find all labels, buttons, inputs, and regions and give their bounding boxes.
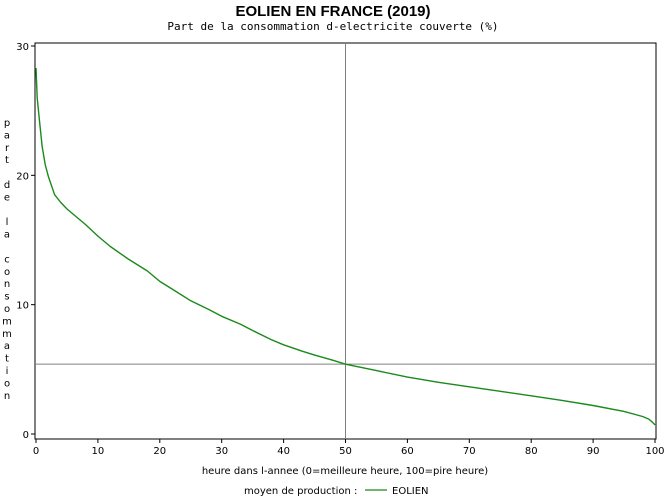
x-tick-label: 80: [525, 446, 538, 457]
y-axis-label-char: t: [5, 155, 9, 166]
y-axis-label-char: a: [4, 341, 10, 352]
y-axis-label-char: o: [4, 304, 10, 315]
y-tick-label: 20: [16, 171, 29, 182]
y-axis-label-char: a: [4, 130, 10, 141]
y-axis-label-char: r: [5, 143, 10, 154]
y-axis-label-char: d: [4, 180, 10, 191]
x-tick-label: 70: [463, 446, 476, 457]
series-layer: [35, 67, 656, 426]
legend-title: moyen de production :: [244, 486, 357, 497]
y-tick-label: 10: [16, 301, 29, 312]
x-axis-label: heure dans l-annee (0=meilleure heure, 1…: [202, 466, 488, 477]
x-tick-label: 60: [401, 446, 414, 457]
y-axis-label-char: o: [4, 267, 10, 278]
y-axis-label-char: m: [2, 316, 12, 327]
y-axis: 0 10 20 30: [16, 42, 35, 441]
x-tick-label: 90: [587, 446, 600, 457]
y-tick-label: 0: [23, 430, 29, 441]
chart-title: EOLIEN EN FRANCE (2019): [235, 3, 430, 20]
x-tick-label: 10: [92, 446, 105, 457]
y-axis-label-char: i: [6, 366, 9, 377]
x-tick-label: 20: [153, 446, 166, 457]
x-axis: 0 10 20 30 40 50 60 70 80 90 100: [33, 439, 665, 457]
y-axis-label-char: t: [5, 354, 9, 365]
y-axis-label-char: m: [2, 329, 12, 340]
x-tick-label: 0: [33, 446, 39, 457]
y-axis-label-char: o: [4, 378, 10, 389]
x-tick-label: 30: [215, 446, 228, 457]
series-line-eolien: [35, 67, 656, 426]
x-tick-label: 40: [277, 446, 290, 457]
y-axis-label-char: n: [4, 279, 10, 290]
x-tick-label: 100: [645, 446, 664, 457]
y-axis-label-char: p: [4, 118, 10, 129]
y-tick-label: 30: [16, 42, 29, 53]
legend: moyen de production : EOLIEN: [244, 486, 429, 497]
y-axis-label-char: l: [6, 217, 9, 228]
y-axis-label-char: n: [4, 391, 10, 402]
y-axis-label-char: a: [4, 230, 10, 241]
chart-subtitle: Part de la consommation d-electricite co…: [167, 20, 498, 33]
y-axis-label-char: s: [4, 292, 9, 303]
y-axis-label-char: e: [4, 192, 10, 203]
y-axis-label-char: c: [4, 254, 10, 265]
x-tick-label: 50: [339, 446, 352, 457]
legend-label-eolien: EOLIEN: [392, 486, 429, 497]
